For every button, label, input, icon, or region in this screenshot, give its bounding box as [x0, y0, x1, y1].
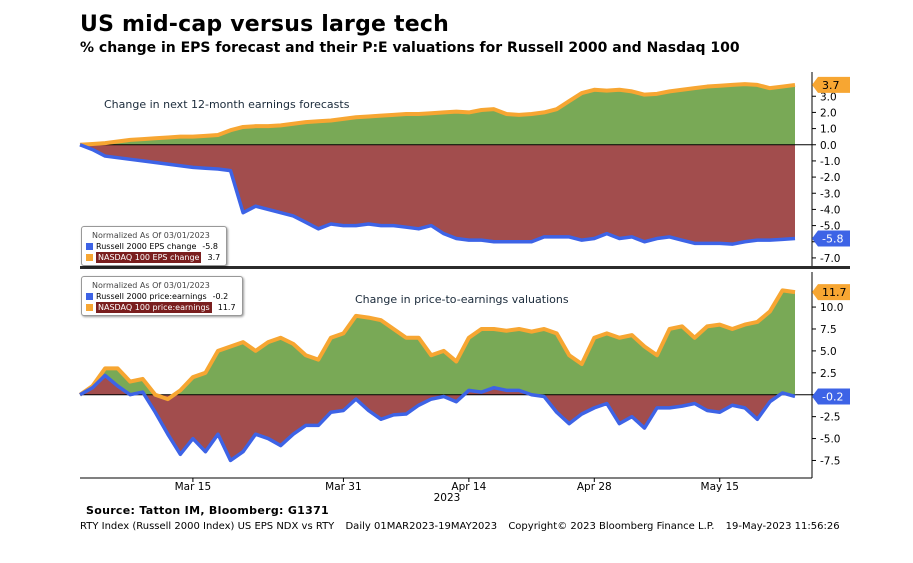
- y-tick-label: -5.0: [820, 221, 841, 233]
- nasdaq-series-line: [79, 82, 796, 147]
- footer-index: RTY Index (Russell 2000 Index) US EPS ND…: [80, 521, 335, 532]
- y-tick-label: 3.0: [820, 91, 837, 103]
- y-tick-label: 2.5: [820, 368, 837, 380]
- russell-fill: [80, 144, 795, 245]
- footer-timestamp: 19-May-2023 11:56:26: [725, 521, 840, 532]
- y-tick-label: -5.0: [820, 434, 841, 446]
- legend-pe-nasdaq-label: NASDAQ 100 price:earnings: [96, 302, 212, 313]
- panel-divider: [80, 266, 850, 269]
- x-tick-label: Mar 15: [175, 481, 212, 493]
- source-note: Source: Tatton IM, Bloomberg: G1371: [86, 504, 329, 517]
- y-tick-label: -2.5: [820, 412, 841, 424]
- nasdaq-last-value: 11.7: [822, 286, 847, 299]
- y-tick-label: -7.0: [820, 253, 841, 265]
- russell-fill: [80, 375, 795, 461]
- legend-eps-russell-value: -5.8: [202, 242, 218, 251]
- y-tick-label: -3.0: [820, 188, 841, 200]
- nasdaq-series-line: [78, 288, 796, 402]
- russell-last-value: -0.2: [822, 390, 843, 403]
- y-tick-label: -2.0: [820, 172, 841, 184]
- x-tick-label: Mar 31: [325, 481, 362, 493]
- legend-eps-nasdaq-label: NASDAQ 100 EPS change: [96, 252, 202, 263]
- legend-pe: Normalized As Of 03/01/2023 Russell 2000…: [81, 276, 243, 316]
- footer-copyright: Copyright© 2023 Bloomberg Finance L.P.: [508, 521, 715, 532]
- eps-panel: -7.0-6.0-5.0-4.0-3.0-2.0-1.00.01.02.03.0…: [79, 72, 850, 266]
- legend-eps-header: Normalized As Of 03/01/2023: [92, 231, 210, 240]
- y-tick-label: 5.0: [820, 346, 837, 358]
- pe-panel-title: Change in price-to-earnings valuations: [355, 293, 569, 306]
- x-axis-year: 2023: [434, 492, 461, 504]
- x-tick-label: May 15: [701, 481, 739, 493]
- eps-panel-title: Change in next 12-month earnings forecas…: [104, 98, 350, 111]
- footer-range: Daily 01MAR2023-19MAY2023: [345, 521, 498, 532]
- russell-swatch: [86, 293, 93, 300]
- x-tick-label: Apr 28: [577, 481, 612, 493]
- page-title: US mid-cap versus large tech: [80, 12, 449, 37]
- y-tick-label: 10.0: [820, 302, 843, 314]
- russell-swatch: [86, 243, 93, 250]
- legend-pe-russell-label: Russell 2000 price:earnings: [96, 292, 207, 301]
- russell-last-value-tag: [812, 230, 850, 247]
- x-tick-label: Apr 14: [451, 481, 486, 493]
- russell-last-value-tag: [812, 388, 850, 405]
- page-subtitle: % change in EPS forecast and their P:E v…: [80, 40, 740, 56]
- y-tick-label: -7.5: [820, 455, 841, 467]
- legend-pe-russell: Russell 2000 price:earnings -0.2: [86, 291, 236, 302]
- legend-eps-nasdaq-value: 3.7: [207, 253, 221, 262]
- nasdaq-last-value-tag: [812, 76, 850, 93]
- legend-pe-russell-value: -0.2: [212, 292, 229, 301]
- y-tick-label: 2.0: [820, 107, 837, 119]
- y-tick-label: -1.0: [820, 156, 841, 168]
- nasdaq-last-value-tag: [812, 284, 850, 301]
- nasdaq-last-value: 3.7: [822, 79, 840, 92]
- y-tick-label: 0.0: [820, 140, 837, 152]
- legend-pe-nasdaq-value: 11.7: [217, 303, 236, 312]
- legend-pe-header: Normalized As Of 03/01/2023: [92, 281, 210, 290]
- nasdaq-swatch: [86, 254, 93, 261]
- footer: RTY Index (Russell 2000 Index) US EPS ND…: [80, 521, 848, 532]
- nasdaq-swatch: [86, 304, 93, 311]
- y-tick-label: -4.0: [820, 204, 841, 216]
- legend-eps-nasdaq: NASDAQ 100 EPS change 3.7: [86, 252, 220, 263]
- legend-eps-russell: Russell 2000 EPS change -5.8: [86, 241, 220, 252]
- legend-eps-russell-label: Russell 2000 EPS change: [96, 242, 197, 251]
- russell-last-value: -5.8: [822, 233, 843, 246]
- x-axis: Mar 15 Mar 31 Apr 14 Apr 28 May 15 2023: [80, 477, 812, 504]
- nasdaq-fill: [80, 290, 795, 400]
- russell-series-line: [79, 373, 796, 463]
- legend-pe-nasdaq: NASDAQ 100 price:earnings 11.7: [86, 302, 236, 313]
- y-tick-label: 1.0: [820, 124, 837, 136]
- russell-series-line: [79, 143, 796, 246]
- y-tick-label: 7.5: [820, 324, 837, 336]
- legend-eps: Normalized As Of 03/01/2023 Russell 2000…: [81, 226, 228, 266]
